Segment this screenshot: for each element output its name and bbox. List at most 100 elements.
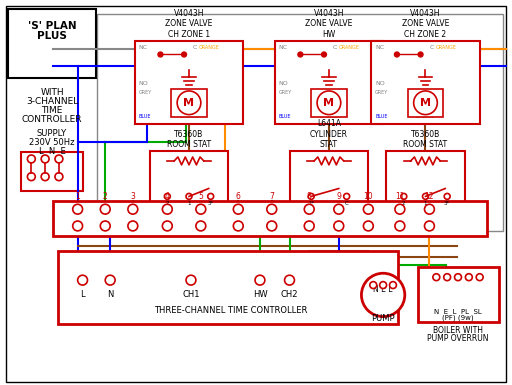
Text: 11: 11: [395, 192, 404, 201]
Circle shape: [418, 52, 423, 57]
Text: NO: NO: [279, 80, 288, 85]
Text: C: C: [193, 45, 197, 50]
Text: NC: NC: [139, 45, 148, 50]
Text: V4043H
ZONE VALVE
CH ZONE 1: V4043H ZONE VALVE CH ZONE 1: [165, 9, 212, 39]
Text: GREY: GREY: [279, 90, 292, 95]
Text: T6360B
ROOM STAT: T6360B ROOM STAT: [167, 130, 211, 149]
Text: PUMP OVERRUN: PUMP OVERRUN: [427, 334, 489, 343]
Circle shape: [433, 274, 440, 281]
Text: GREY: GREY: [375, 90, 389, 95]
Circle shape: [304, 204, 314, 214]
Circle shape: [285, 275, 294, 285]
Text: 3*: 3*: [444, 201, 450, 206]
Circle shape: [304, 221, 314, 231]
Text: C: C: [430, 45, 434, 50]
Text: V4043H
ZONE VALVE
HW: V4043H ZONE VALVE HW: [305, 9, 353, 39]
FancyBboxPatch shape: [6, 6, 506, 382]
Text: BLUE: BLUE: [139, 114, 151, 119]
Text: ORANGE: ORANGE: [435, 45, 456, 50]
Circle shape: [444, 274, 451, 281]
FancyBboxPatch shape: [289, 151, 368, 205]
Text: L  N  E: L N E: [38, 147, 66, 156]
Text: PLUS: PLUS: [37, 31, 67, 41]
Text: BOILER WITH: BOILER WITH: [433, 326, 483, 335]
Circle shape: [267, 221, 276, 231]
Text: BLUE: BLUE: [375, 114, 388, 119]
Text: N E L: N E L: [373, 286, 393, 295]
Circle shape: [317, 91, 341, 115]
Text: M: M: [183, 98, 195, 108]
Circle shape: [364, 204, 373, 214]
Text: L641A
CYLINDER
STAT: L641A CYLINDER STAT: [310, 119, 348, 149]
Text: NO: NO: [139, 80, 148, 85]
Circle shape: [233, 221, 243, 231]
Text: 2: 2: [402, 201, 406, 206]
Text: 5: 5: [198, 192, 203, 201]
Circle shape: [465, 274, 472, 281]
Circle shape: [73, 221, 82, 231]
Circle shape: [78, 275, 88, 285]
Text: 10: 10: [364, 192, 373, 201]
Text: 6: 6: [236, 192, 241, 201]
Text: BROWN: BROWN: [319, 114, 338, 119]
Text: 3*: 3*: [207, 201, 214, 206]
FancyBboxPatch shape: [371, 41, 480, 124]
Text: N  E  L  PL  SL: N E L PL SL: [434, 309, 482, 315]
Circle shape: [390, 281, 396, 288]
Text: 7: 7: [269, 192, 274, 201]
Circle shape: [334, 221, 344, 231]
Circle shape: [128, 204, 138, 214]
Circle shape: [177, 91, 201, 115]
FancyBboxPatch shape: [150, 151, 228, 205]
Circle shape: [73, 204, 82, 214]
Circle shape: [100, 221, 110, 231]
Circle shape: [364, 221, 373, 231]
Text: WITH: WITH: [40, 88, 64, 97]
Text: 9: 9: [336, 192, 341, 201]
Text: THREE-CHANNEL TIME CONTROLLER: THREE-CHANNEL TIME CONTROLLER: [154, 306, 307, 315]
FancyBboxPatch shape: [8, 9, 96, 78]
Circle shape: [424, 221, 434, 231]
Circle shape: [476, 274, 483, 281]
Circle shape: [196, 221, 206, 231]
Text: HW: HW: [252, 290, 267, 299]
FancyBboxPatch shape: [408, 89, 443, 117]
Circle shape: [158, 52, 163, 57]
Text: ORANGE: ORANGE: [199, 45, 220, 50]
Circle shape: [105, 275, 115, 285]
Circle shape: [298, 52, 303, 57]
FancyBboxPatch shape: [171, 89, 207, 117]
Circle shape: [128, 221, 138, 231]
Text: 2: 2: [103, 192, 108, 201]
Text: T6360B
ROOM STAT: T6360B ROOM STAT: [403, 130, 447, 149]
Circle shape: [334, 204, 344, 214]
Circle shape: [267, 204, 276, 214]
Text: CH1: CH1: [182, 290, 200, 299]
Text: 3-CHANNEL: 3-CHANNEL: [26, 97, 78, 106]
Text: 4: 4: [165, 192, 170, 201]
Text: NO: NO: [375, 80, 385, 85]
Circle shape: [182, 52, 186, 57]
Circle shape: [322, 52, 327, 57]
Circle shape: [380, 281, 387, 288]
Circle shape: [455, 274, 461, 281]
Text: C: C: [333, 45, 337, 50]
Text: BLUE: BLUE: [279, 114, 291, 119]
Text: BROWN: BROWN: [179, 114, 199, 119]
Text: N: N: [107, 290, 113, 299]
Text: 1: 1: [424, 201, 427, 206]
FancyBboxPatch shape: [22, 152, 82, 191]
Text: NC: NC: [375, 45, 385, 50]
Circle shape: [395, 204, 405, 214]
Text: 1*: 1*: [308, 201, 314, 206]
Circle shape: [162, 204, 172, 214]
Text: NC: NC: [279, 45, 288, 50]
Circle shape: [233, 204, 243, 214]
FancyBboxPatch shape: [58, 251, 398, 325]
Text: CH2: CH2: [281, 290, 298, 299]
Text: (PF) (9w): (PF) (9w): [442, 314, 474, 321]
Text: M: M: [324, 98, 334, 108]
Text: 3: 3: [131, 192, 135, 201]
Text: 12: 12: [424, 192, 434, 201]
Circle shape: [186, 275, 196, 285]
